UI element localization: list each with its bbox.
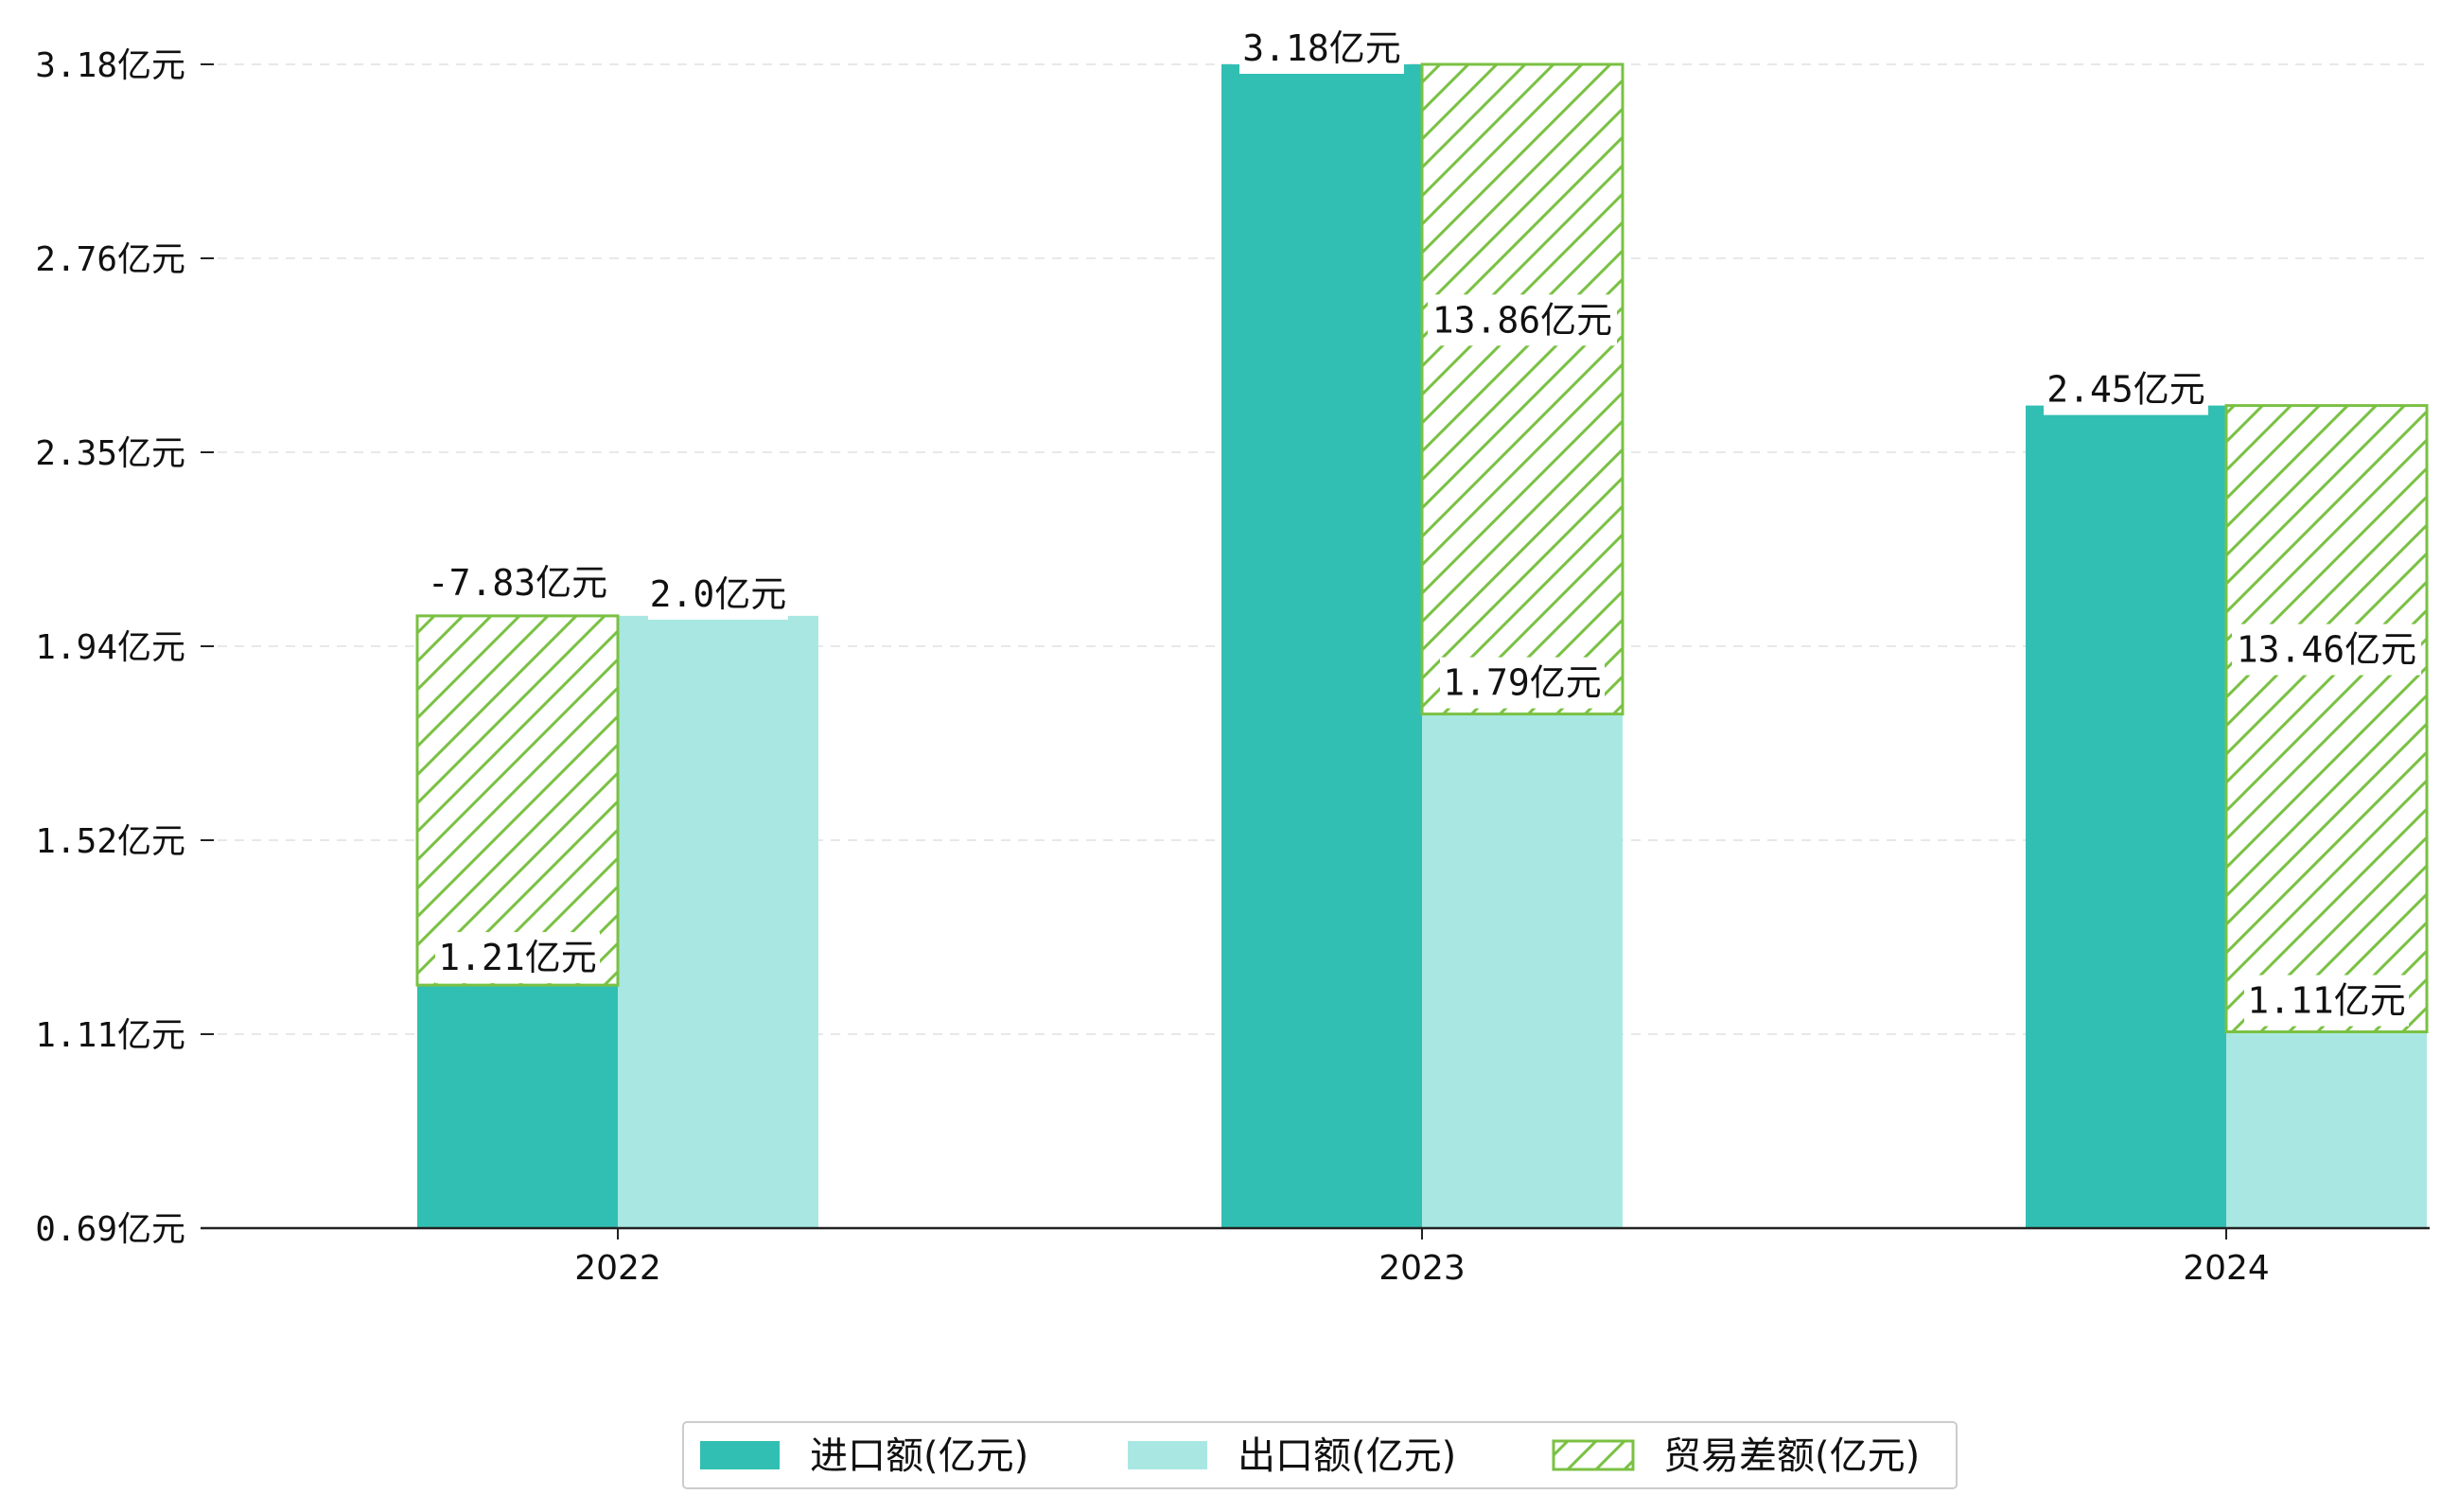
x-tick-label: 2024 xyxy=(2183,1249,2270,1288)
y-tick-label: 1.94亿元 xyxy=(35,628,185,667)
data-label-box xyxy=(1440,657,1605,709)
data-label: 1.11亿元 xyxy=(2247,980,2406,1022)
data-label-box xyxy=(435,932,600,984)
x-tick-label: 2022 xyxy=(574,1249,661,1288)
bar-export-2023 xyxy=(1422,713,1623,1228)
data-label: 3.18亿元 xyxy=(1242,27,1401,69)
data-label: 13.46亿元 xyxy=(2237,629,2416,671)
legend-label: 出口额(亿元) xyxy=(1238,1434,1456,1478)
data-label-box xyxy=(1428,294,1617,346)
data-label-box xyxy=(2232,624,2421,676)
legend-swatch xyxy=(700,1441,780,1469)
y-tick-label: 2.76亿元 xyxy=(35,240,185,279)
legend-frame xyxy=(682,1421,1958,1489)
data-label-box xyxy=(423,556,612,608)
legend-label: 进口额(亿元) xyxy=(810,1434,1028,1478)
data-label: 1.79亿元 xyxy=(1443,662,1602,704)
data-labels: 1.21亿元 2.0亿元 -7.83亿元 3.18亿元 1.79亿元 13.86亿元 2.4… xyxy=(423,23,2421,1027)
data-label-box xyxy=(2044,363,2208,415)
axes: 0.69亿元 1.11亿元 1.52亿元 1.94亿元 2.35亿元 2.76亿元 3.18… xyxy=(35,46,2430,1288)
bars xyxy=(415,62,2429,1228)
legend: 进口额(亿元) 出口额(亿元) 贸易差额(亿元) xyxy=(682,1421,1958,1489)
bar-balance-2022 xyxy=(415,614,620,987)
bar-import-2023 xyxy=(1221,64,1422,1228)
legend-swatch-balance xyxy=(1552,1439,1635,1471)
data-label-box xyxy=(2244,975,2409,1027)
x-tick-label: 2023 xyxy=(1379,1249,1466,1288)
data-label: 2.45亿元 xyxy=(2046,369,2205,411)
data-label: 13.86亿元 xyxy=(1432,299,1612,341)
y-tick-label: 3.18亿元 xyxy=(35,46,185,85)
bar-balance-2023 xyxy=(1420,62,1624,716)
bar-import-2024 xyxy=(2026,405,2226,1228)
legend-swatch xyxy=(1128,1441,1207,1469)
data-label: -7.83亿元 xyxy=(428,562,607,604)
data-label-box xyxy=(1239,23,1404,74)
data-label: 2.0亿元 xyxy=(650,573,787,615)
bar-export-2024 xyxy=(2226,1031,2427,1228)
y-tick-label: 0.69亿元 xyxy=(35,1210,185,1249)
y-tick-label: 2.35亿元 xyxy=(35,434,185,473)
legend-label: 贸易差额(亿元) xyxy=(1663,1434,1920,1478)
data-label-box xyxy=(648,568,788,620)
y-tick-label: 1.11亿元 xyxy=(35,1016,185,1055)
data-label: 1.21亿元 xyxy=(438,937,597,978)
bar-balance-2024 xyxy=(2224,404,2429,1034)
bar-export-2022 xyxy=(618,615,818,1228)
y-tick-label: 1.52亿元 xyxy=(35,822,185,861)
bar-import-2022 xyxy=(417,985,618,1228)
